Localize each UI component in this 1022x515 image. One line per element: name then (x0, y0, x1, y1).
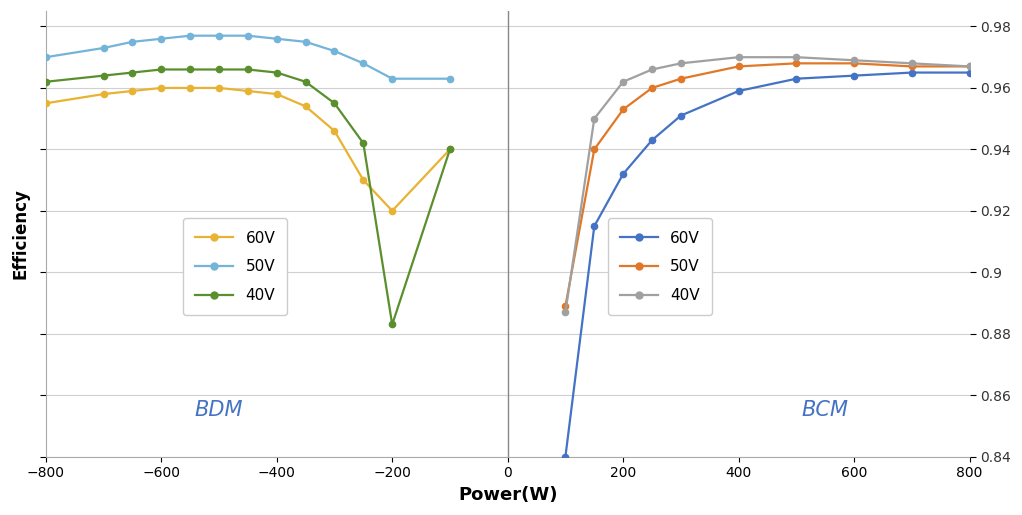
Text: BDM: BDM (195, 400, 243, 420)
X-axis label: Power(W): Power(W) (458, 486, 557, 504)
Y-axis label: Efficiency: Efficiency (11, 188, 29, 279)
Legend: 60V, 50V, 40V: 60V, 50V, 40V (608, 218, 712, 315)
Text: BCM: BCM (801, 400, 848, 420)
